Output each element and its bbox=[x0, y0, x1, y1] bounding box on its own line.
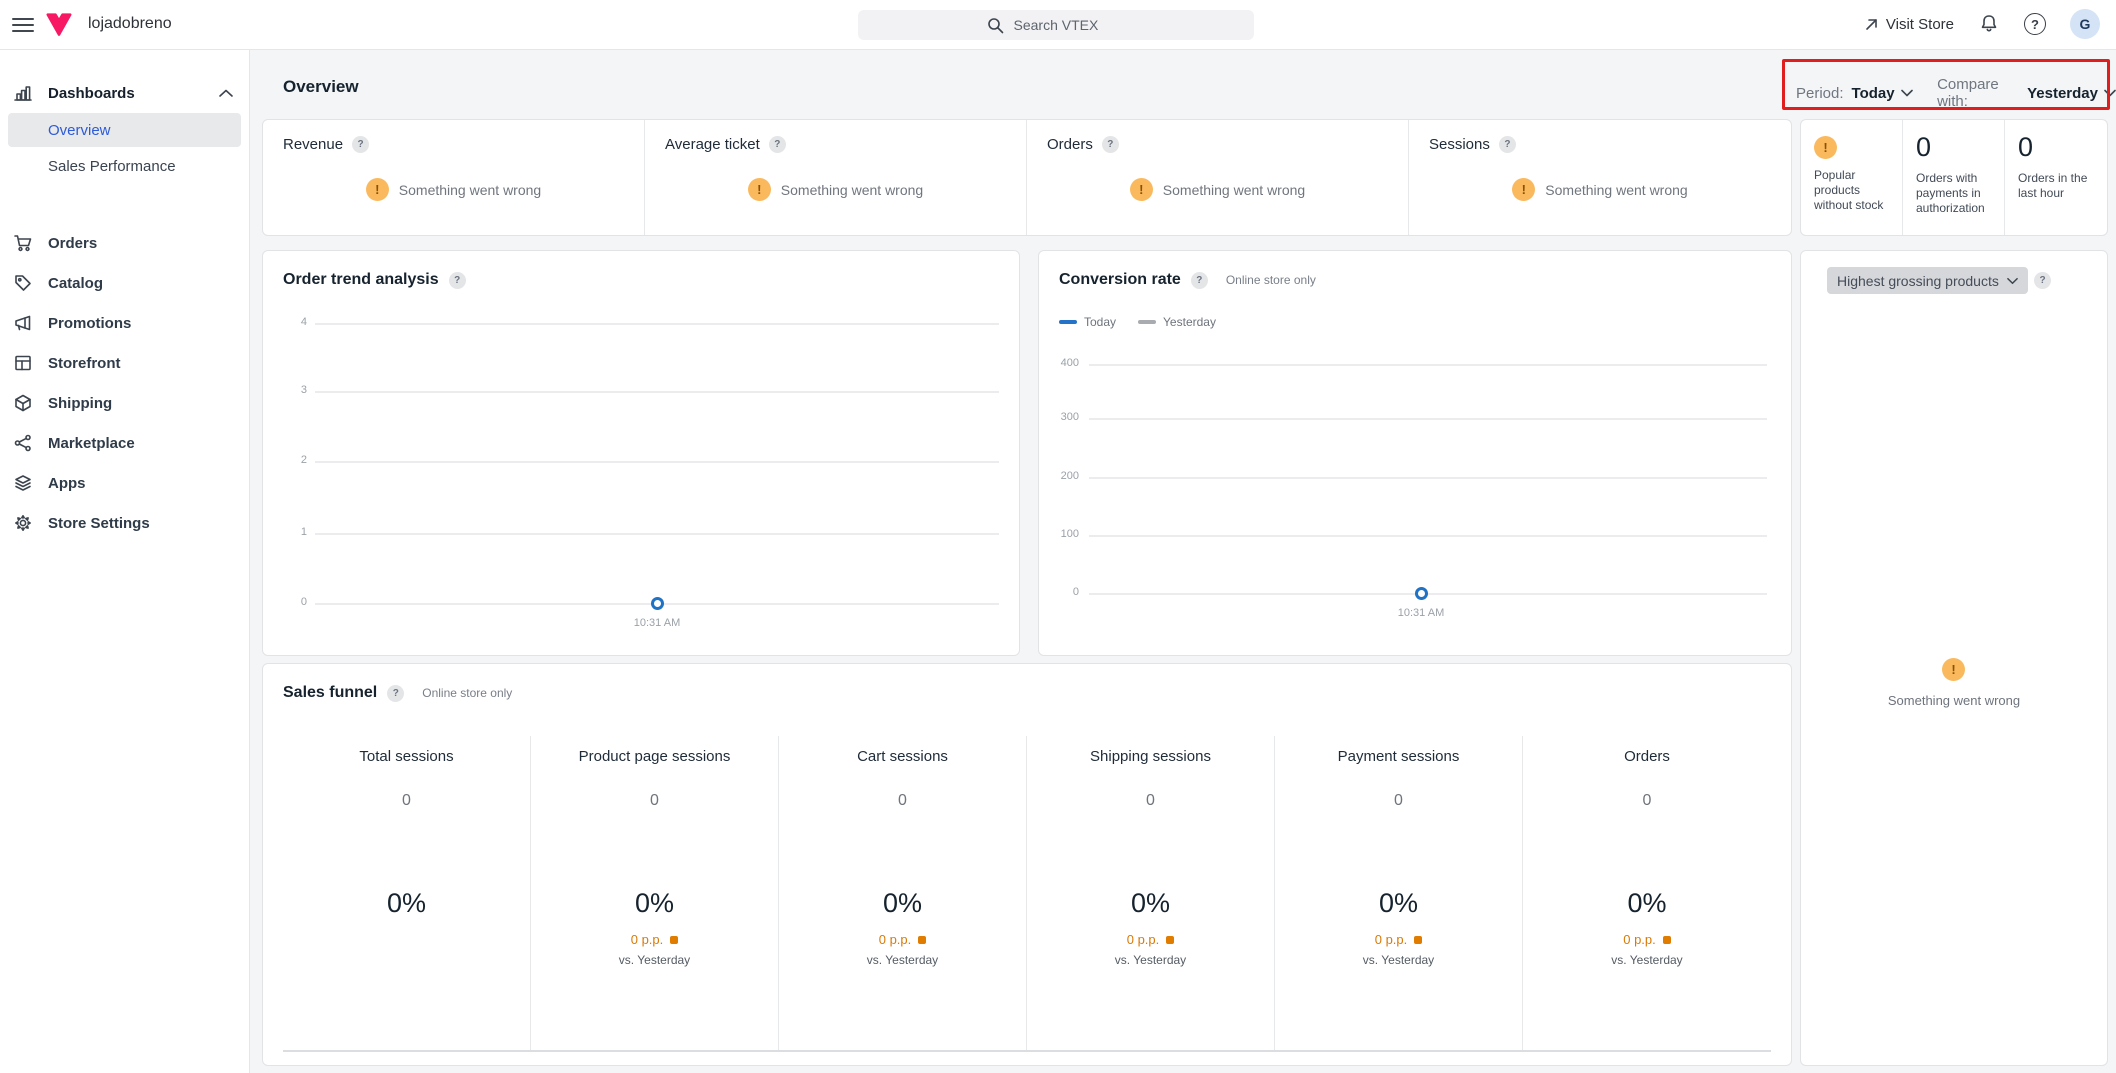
sidebar-item-promotions[interactable]: Promotions bbox=[0, 303, 249, 343]
online-store-only-badge: Online store only bbox=[1225, 273, 1316, 287]
quick-stats-card: ! Popular products without stock 0 Order… bbox=[1800, 119, 2108, 236]
external-arrow-icon bbox=[1866, 18, 1877, 30]
top-products-card: Highest grossing products ? ! Something … bbox=[1800, 250, 2108, 1066]
conversion-rate-title: Conversion rate bbox=[1059, 271, 1181, 288]
warning-icon: ! bbox=[1814, 136, 1837, 159]
conversion-rate-card: Conversion rate ? Online store only Toda… bbox=[1038, 250, 1792, 656]
tag-icon bbox=[12, 273, 34, 293]
search-input[interactable] bbox=[1011, 16, 1126, 34]
global-search[interactable] bbox=[858, 10, 1254, 40]
vtex-logo-icon bbox=[44, 9, 74, 39]
data-point bbox=[651, 597, 664, 610]
sidebar-item-catalog[interactable]: Catalog bbox=[0, 263, 249, 303]
layers-icon bbox=[12, 473, 34, 493]
help-icon: ? bbox=[2024, 13, 2046, 35]
warning-icon: ! bbox=[747, 178, 771, 201]
account-name: lojadobreno bbox=[88, 15, 172, 32]
metric-card-orders: Orders? ! Something went wrong bbox=[1027, 120, 1409, 235]
warning-icon: ! bbox=[1129, 178, 1153, 201]
funnel-col-total-sessions: Total sessions 0 0% bbox=[283, 736, 531, 1050]
chart-legend: Today Yesterday bbox=[1059, 315, 1216, 329]
sidebar-item-orders[interactable]: Orders bbox=[0, 223, 249, 263]
cart-icon bbox=[12, 233, 34, 253]
metric-card-average-ticket: Average ticket? ! Something went wrong bbox=[645, 120, 1027, 235]
visit-store-link[interactable]: Visit Store bbox=[1864, 16, 1954, 33]
help-badge-icon[interactable]: ? bbox=[1101, 136, 1119, 153]
sidebar-item-dashboards[interactable]: Dashboards bbox=[0, 75, 249, 111]
period-dropdown[interactable]: Today bbox=[1852, 85, 1913, 102]
megaphone-icon bbox=[12, 313, 34, 333]
sidebar-item-storefront[interactable]: Storefront bbox=[0, 343, 249, 383]
help-badge-icon[interactable]: ? bbox=[1190, 271, 1208, 289]
sidebar-item-apps[interactable]: Apps bbox=[0, 463, 249, 503]
avatar[interactable]: G bbox=[2070, 9, 2100, 39]
gear-icon bbox=[12, 513, 34, 533]
sidebar-item-store-settings[interactable]: Store Settings bbox=[0, 503, 249, 543]
funnel-col-orders: Orders 0 0% 0 p.p. vs. Yesterday bbox=[1611, 748, 1683, 967]
delta-marker-icon bbox=[1662, 935, 1671, 944]
order-trend-card: Order trend analysis ? 4 3 2 1 0 10:31 A… bbox=[262, 250, 1020, 656]
bar-chart-icon bbox=[12, 83, 34, 103]
metric-card-sessions: Sessions? ! Something went wrong bbox=[1409, 120, 1791, 235]
data-point bbox=[1415, 587, 1428, 600]
help-badge-icon[interactable]: ? bbox=[1498, 136, 1516, 153]
today-legend-swatch bbox=[1059, 320, 1077, 324]
order-trend-title: Order trend analysis bbox=[283, 271, 439, 288]
online-store-only-badge: Online store only bbox=[422, 686, 513, 700]
metric-card-revenue: Revenue? ! Something went wrong bbox=[263, 120, 645, 235]
help-badge-icon[interactable]: ? bbox=[352, 136, 370, 153]
sidebar-item-sales-performance[interactable]: Sales Performance bbox=[48, 157, 176, 175]
compare-dropdown[interactable]: Yesterday bbox=[2027, 85, 2116, 102]
search-icon bbox=[987, 17, 1003, 33]
warning-icon: ! bbox=[1942, 658, 1965, 681]
help-badge-icon[interactable]: ? bbox=[768, 136, 786, 153]
top-bar: lojadobreno Visit Store ? G bbox=[0, 0, 2116, 50]
funnel-col-shipping-sessions: Shipping sessions 0 0% 0 p.p. vs. Yester… bbox=[1027, 736, 1275, 1050]
delta-marker-icon bbox=[1414, 935, 1423, 944]
delta-marker-icon bbox=[1166, 935, 1175, 944]
sales-funnel-card: Sales funnel ? Online store only Total s… bbox=[262, 663, 1792, 1066]
help-badge-icon[interactable]: ? bbox=[2034, 272, 2051, 289]
chevron-up-icon bbox=[219, 89, 233, 97]
yesterday-legend-swatch bbox=[1138, 320, 1157, 324]
sidebar-item-overview[interactable]: Overview bbox=[8, 113, 241, 147]
stat-orders-last-hour: 0 Orders in the last hour bbox=[2018, 132, 2088, 200]
funnel-col-product-page-sessions: Product page sessions 0 0% 0 p.p. vs. Ye… bbox=[531, 736, 779, 1050]
stat-popular-products: ! Popular products without stock bbox=[1801, 120, 1903, 235]
notifications-button[interactable] bbox=[1978, 13, 2000, 35]
chevron-down-icon bbox=[1900, 89, 1913, 97]
metrics-strip: Revenue? ! Something went wrong Average t… bbox=[262, 119, 1792, 236]
layout-icon bbox=[12, 353, 34, 373]
sales-funnel-title: Sales funnel bbox=[283, 684, 378, 701]
sidebar-group-label: Dashboards bbox=[48, 84, 135, 102]
warning-icon: ! bbox=[1512, 178, 1536, 201]
funnel-col-cart-sessions: Cart sessions 0 0% 0 p.p. vs. Yesterday bbox=[779, 736, 1027, 1050]
delta-marker-icon bbox=[670, 935, 679, 944]
bell-icon bbox=[1981, 15, 1997, 32]
chevron-down-icon bbox=[2104, 89, 2116, 97]
delta-marker-icon bbox=[918, 935, 927, 944]
product-ranking-dropdown[interactable]: Highest grossing products bbox=[1827, 267, 2028, 294]
compare-label: Compare with: bbox=[1937, 76, 1999, 110]
help-button[interactable]: ? bbox=[2024, 13, 2046, 35]
page-title: Overview bbox=[283, 77, 359, 96]
menu-icon[interactable] bbox=[12, 14, 34, 34]
period-label: Period: bbox=[1796, 84, 1844, 102]
stat-payments-authorization: 0 Orders with payments in authorization bbox=[1903, 120, 2005, 235]
sidebar-item-shipping[interactable]: Shipping bbox=[0, 383, 249, 423]
share-nodes-icon bbox=[12, 433, 34, 453]
box-icon bbox=[12, 393, 34, 413]
sidebar: Dashboards Overview Sales Performance Or… bbox=[0, 49, 250, 1073]
chevron-down-icon bbox=[2007, 277, 2018, 284]
period-filters: Period: Today Compare with: Yesterday bbox=[1796, 76, 2116, 110]
help-badge-icon[interactable]: ? bbox=[448, 271, 466, 289]
warning-icon: ! bbox=[365, 178, 389, 201]
help-badge-icon[interactable]: ? bbox=[387, 684, 405, 702]
sidebar-item-marketplace[interactable]: Marketplace bbox=[0, 423, 249, 463]
funnel-col-payment-sessions: Payment sessions 0 0% 0 p.p. vs. Yesterd… bbox=[1275, 736, 1523, 1050]
